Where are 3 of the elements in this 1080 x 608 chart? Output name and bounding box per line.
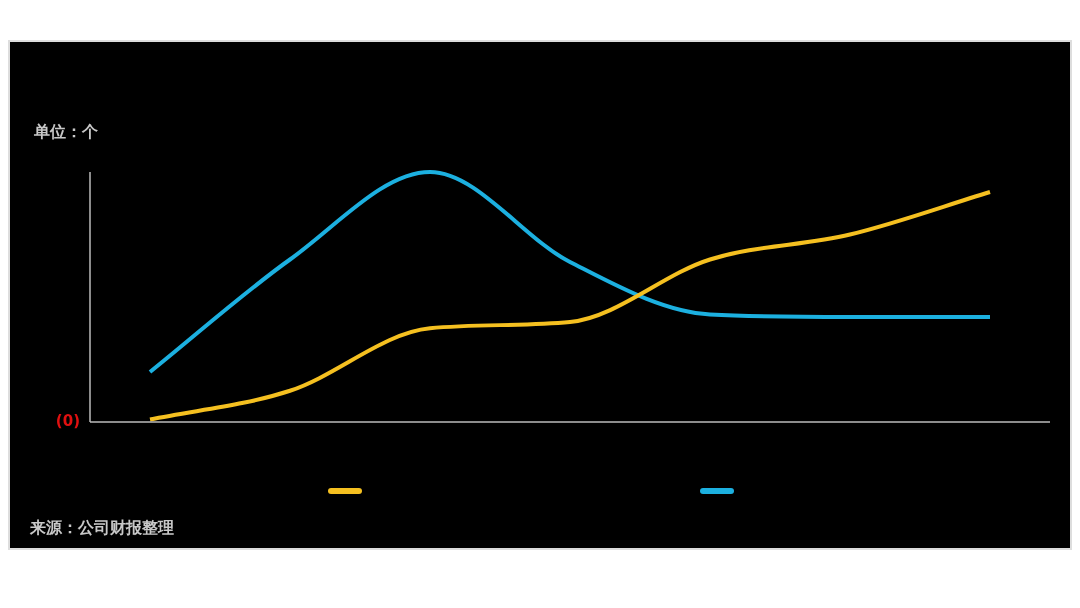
text: (0) <box>55 411 80 430</box>
y-axis-title: 单位：个 <box>34 122 98 143</box>
source-note: 来源：公司财报整理 <box>30 518 174 539</box>
